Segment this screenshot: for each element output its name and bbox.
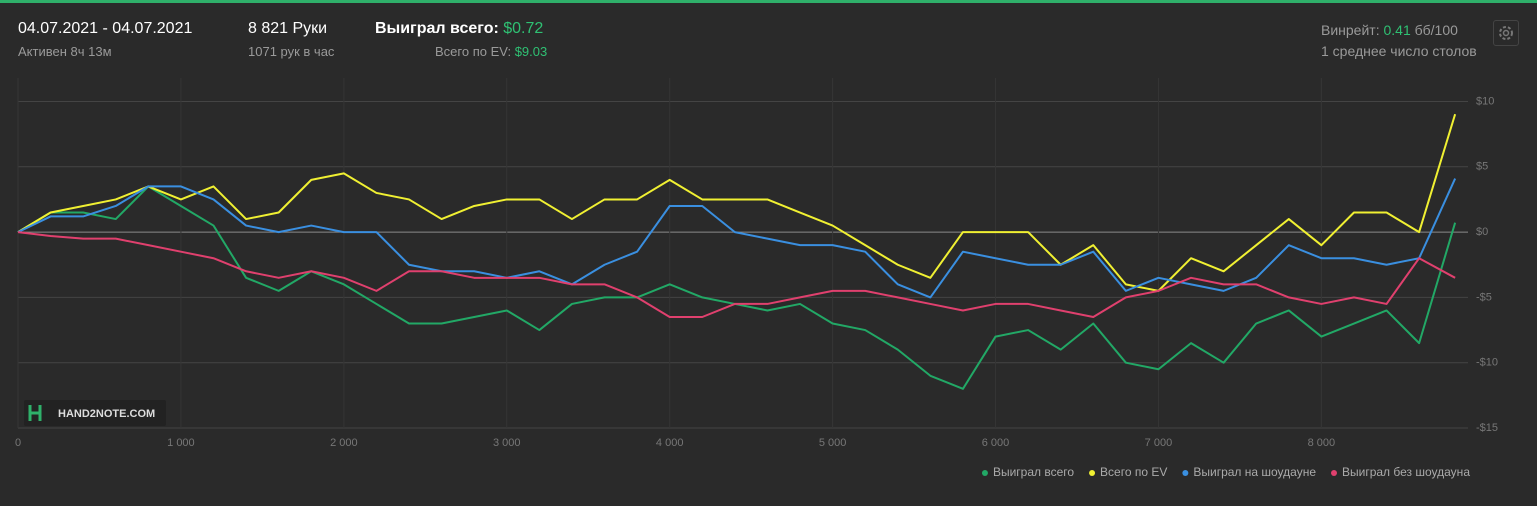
y-tick-label: $5: [1476, 161, 1488, 173]
x-tick-label: 5 000: [819, 437, 847, 449]
logo-box: [24, 400, 166, 426]
gear-icon: [1499, 26, 1513, 40]
legend-label: Выиграл всего: [993, 465, 1074, 479]
x-tick-label: 4 000: [656, 437, 684, 449]
chart: $10 $5 $0 -$5 -$10 -$15 0 1 000 2 000 3 000 4 000 5…: [15, 78, 1498, 479]
x-tick-label: 8 000: [1308, 437, 1336, 449]
legend-item: Выиграл на шоудауне: [1182, 465, 1316, 479]
legend-dot: [1089, 470, 1096, 476]
winrate: Винрейт: 0.41 бб/100: [1321, 22, 1458, 38]
y-tick-label: $10: [1476, 95, 1494, 107]
hands: 8 821 Руки: [248, 20, 328, 37]
series-line: [17, 231, 1456, 318]
winrate-label: Винрейт:: [1321, 22, 1380, 38]
date-range: 04.07.2021 - 04.07.2021: [18, 20, 193, 37]
x-tick-label: 3 000: [493, 437, 521, 449]
y-tick-label: -$15: [1476, 422, 1498, 434]
ev-total: Всего по EV: $9.03: [435, 44, 547, 59]
legend-dot: [1182, 470, 1189, 476]
x-tick-label: 7 000: [1145, 437, 1173, 449]
won-value: $0.72: [503, 20, 544, 37]
settings-button[interactable]: [1493, 20, 1519, 46]
series-line: [17, 113, 1457, 292]
x-tick-label: 0: [15, 437, 21, 449]
legend-dot: [1331, 470, 1337, 476]
hands-per-hour: 1071 рук в час: [248, 44, 335, 59]
x-tick-label: 1 000: [167, 437, 195, 449]
legend-dot: [981, 470, 988, 476]
legend-item: Выиграл всего: [981, 465, 1074, 479]
active-time: Активен 8ч 13м: [18, 44, 112, 59]
legend-label: Выиграл на шоудауне: [1193, 465, 1316, 479]
won-total: Выиграл всего: $0.72: [375, 20, 543, 38]
ev-value: $9.03: [514, 44, 548, 59]
legend-label: Всего по EV: [1100, 465, 1167, 479]
winrate-unit: бб/100: [1414, 22, 1458, 38]
legend-item: Всего по EV: [1089, 465, 1167, 479]
logo: HAND2NOTE.COM: [58, 408, 155, 420]
y-tick-label: $0: [1476, 226, 1488, 238]
legend-item: Выиграл без шоудауна: [1331, 465, 1470, 479]
y-tick-label: -$10: [1476, 357, 1498, 369]
legend-label: Выиграл без шоудауна: [1342, 465, 1470, 479]
y-tick-label: -$5: [1476, 291, 1492, 303]
series-line: [17, 178, 1457, 299]
tables: 1 среднее число столов: [1321, 43, 1477, 59]
x-tick-label: 6 000: [982, 437, 1010, 449]
logo-icon: [28, 405, 42, 421]
x-tick-label: 2 000: [330, 437, 358, 449]
ev-label: Всего по EV:: [435, 44, 512, 59]
winrate-value: 0.41: [1383, 22, 1411, 38]
won-label: Выиграл всего:: [375, 20, 499, 37]
